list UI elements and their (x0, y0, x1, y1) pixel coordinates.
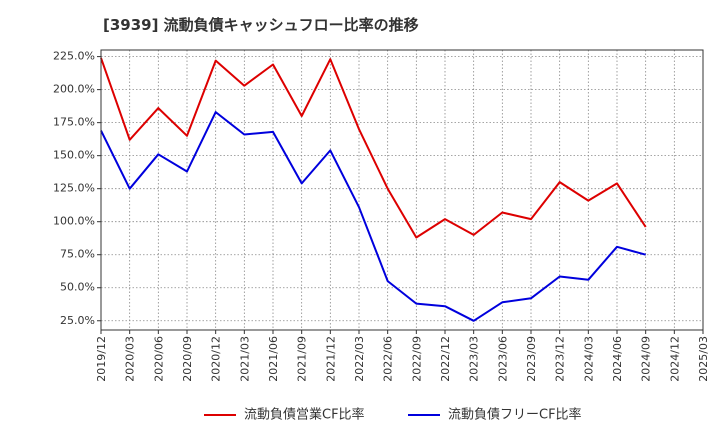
x-tick-label: 2024/03 (582, 336, 595, 382)
x-tick-label: 2022/06 (382, 336, 395, 382)
legend: 流動負債営業CF比率 流動負債フリーCF比率 (204, 407, 582, 423)
chart-title: [3939] 流動負債キャッシュフロー比率の推移 (103, 16, 419, 34)
x-tick-label: 2019/12 (95, 336, 108, 382)
x-tick-label: 2024/12 (668, 336, 681, 382)
x-tick-label: 2023/09 (525, 336, 538, 382)
x-tick-label: 2020/03 (124, 336, 137, 382)
x-tick-label: 2025/03 (697, 336, 710, 382)
legend-label-2: 流動負債フリーCF比率 (448, 407, 582, 423)
y-tick-label: 150.0% (53, 149, 95, 162)
series-line-2 (100, 111, 646, 322)
legend-label-1: 流動負債営業CF比率 (244, 407, 365, 423)
x-tick-label: 2021/09 (296, 336, 309, 382)
plot-border (100, 49, 704, 331)
y-tick-label: 200.0% (53, 83, 95, 96)
x-tick-label: 2020/12 (210, 336, 223, 382)
x-axis: 2019/12 2020/03 2020/06 2020/09 2020/12 2021/… (95, 330, 710, 382)
x-tick-label: 2024/06 (611, 336, 624, 382)
y-tick-label: 25.0% (60, 314, 95, 327)
x-tick-label: 2022/09 (410, 336, 423, 382)
x-tick-label: 2023/12 (554, 336, 567, 382)
x-tick-label: 2021/03 (238, 336, 251, 382)
x-tick-label: 2023/03 (468, 336, 481, 382)
y-axis: 25.0% 50.0% 75.0% 100.0% 125.0% 150.0% 175.0% 2… (53, 50, 101, 327)
series-layer (100, 57, 647, 322)
series-line-1 (100, 57, 647, 239)
x-tick-label: 2024/09 (640, 336, 653, 382)
y-tick-label: 225.0% (53, 50, 95, 63)
y-tick-label: 75.0% (60, 248, 95, 261)
x-tick-label: 2023/06 (496, 336, 509, 382)
y-tick-label: 125.0% (53, 182, 95, 195)
x-tick-label: 2020/06 (152, 336, 165, 382)
x-tick-label: 2021/06 (267, 336, 280, 382)
y-tick-label: 50.0% (60, 281, 95, 294)
y-tick-label: 175.0% (53, 116, 95, 129)
x-tick-label: 2022/03 (353, 336, 366, 382)
y-tick-label: 100.0% (53, 215, 95, 228)
x-tick-label: 2022/12 (439, 336, 452, 382)
x-tick-label: 2020/09 (181, 336, 194, 382)
x-tick-label: 2021/12 (324, 336, 337, 382)
